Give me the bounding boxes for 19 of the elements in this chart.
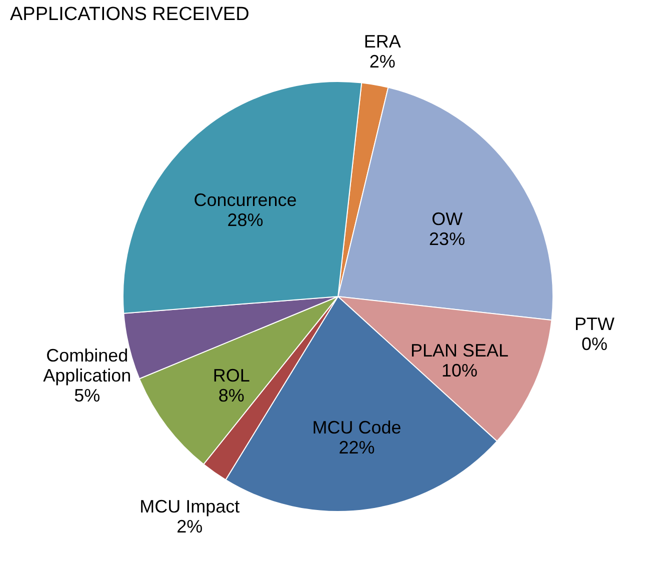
slice-label: PLAN SEAL — [410, 340, 509, 360]
slice-label: ROL — [212, 366, 250, 386]
data-label: 2% — [176, 516, 203, 537]
slice-label: OW — [432, 208, 463, 229]
slice-label: MCU Code — [312, 417, 402, 438]
slice-label: Combined Application — [43, 346, 132, 386]
chart-title: APPLICATIONS RECEIVED — [10, 4, 250, 25]
category-label: PTW — [574, 314, 614, 334]
data-label: 10% — [441, 360, 478, 380]
slice-label: MCU Impact — [140, 496, 240, 517]
data-label: 2% — [369, 51, 396, 72]
text: 0% — [581, 334, 608, 354]
data-label: 22% — [338, 437, 375, 458]
data-label: 5% — [74, 386, 100, 406]
data-label: 28% — [227, 210, 264, 230]
data-label: 8% — [218, 386, 244, 406]
slice-label: ERA — [364, 31, 401, 52]
slice-label: Concurrence — [194, 190, 297, 210]
data-label: 23% — [429, 228, 466, 249]
